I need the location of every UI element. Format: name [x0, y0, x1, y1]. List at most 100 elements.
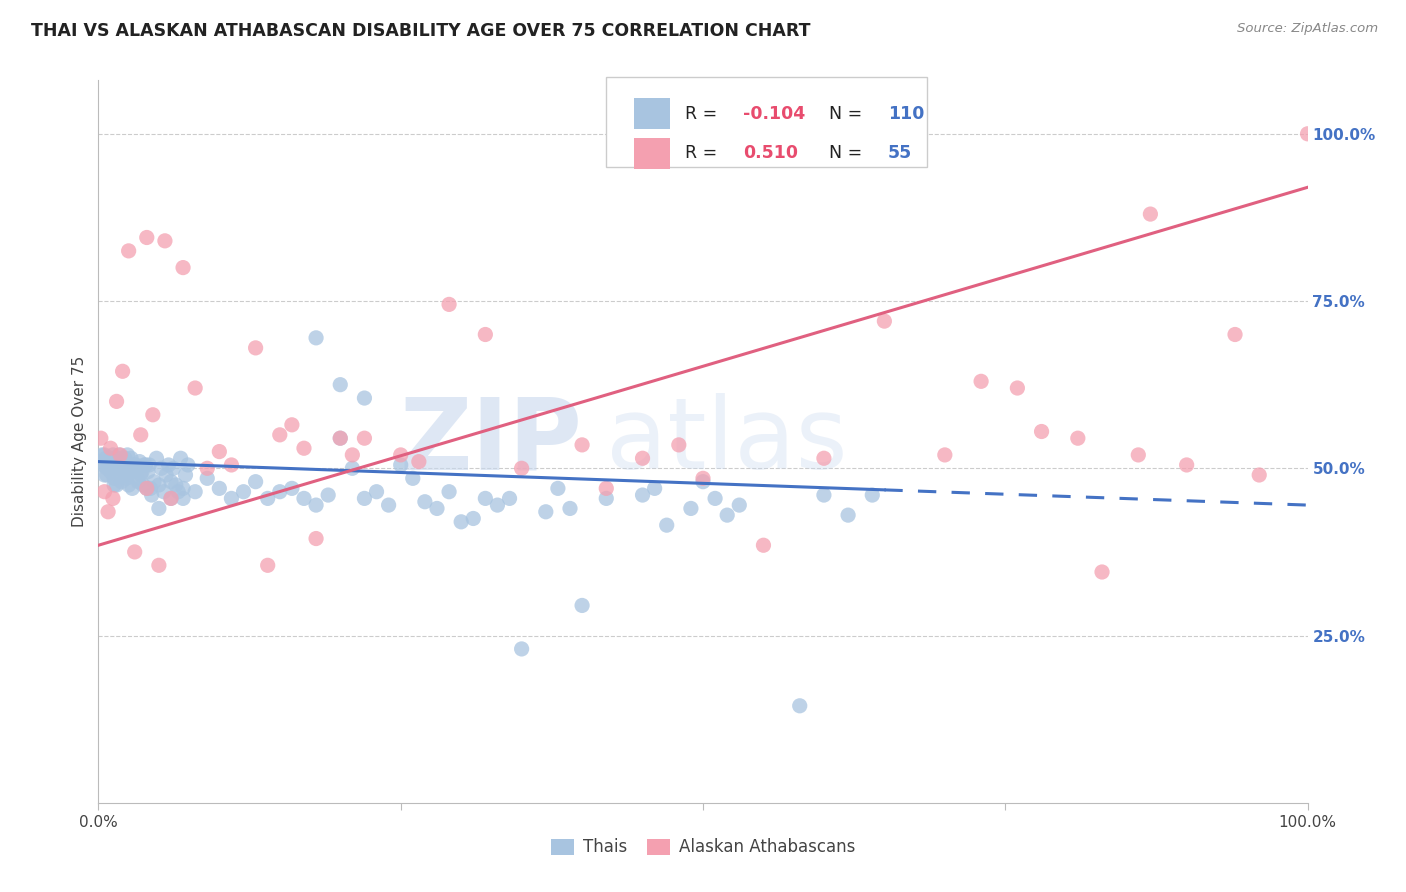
Point: [305, 498, 328, 512]
Point: [127, 475, 149, 489]
Point: [143, 475, 166, 489]
Point: [110, 475, 132, 489]
Point: [98, 461, 121, 475]
Point: [97, 455, 120, 469]
Point: [450, 515, 472, 529]
Point: [292, 442, 315, 455]
Point: [353, 491, 375, 506]
Point: [91, 458, 114, 472]
Point: [124, 545, 146, 559]
Point: [132, 478, 155, 492]
Point: [245, 475, 267, 489]
Point: [138, 458, 160, 472]
Point: [115, 467, 138, 482]
Point: [100, 442, 122, 455]
Point: [463, 511, 485, 525]
Point: [389, 458, 412, 472]
Point: [342, 461, 364, 475]
Point: [134, 458, 156, 472]
Point: [558, 501, 581, 516]
Point: [1128, 448, 1150, 462]
Point: [118, 458, 141, 472]
Point: [112, 455, 135, 469]
Point: [426, 501, 449, 516]
Point: [1139, 207, 1161, 221]
Point: [316, 488, 339, 502]
Text: -0.104: -0.104: [742, 104, 806, 122]
Point: [127, 471, 149, 485]
Point: [112, 465, 135, 479]
Point: [136, 465, 159, 479]
Point: [1007, 381, 1029, 395]
Point: [752, 538, 775, 552]
Point: [148, 501, 170, 516]
Point: [165, 478, 187, 492]
Point: [547, 482, 569, 496]
Point: [108, 448, 131, 462]
Point: [108, 461, 131, 475]
Point: [148, 558, 170, 573]
Point: [716, 508, 738, 523]
Point: [813, 451, 835, 466]
Point: [114, 451, 136, 466]
Point: [402, 471, 425, 485]
Point: [860, 488, 883, 502]
Point: [100, 451, 122, 466]
Point: [934, 448, 956, 462]
Point: [121, 482, 143, 496]
Point: [486, 498, 509, 512]
Point: [100, 465, 122, 479]
Point: [135, 230, 157, 244]
Text: R =: R =: [685, 104, 723, 122]
Text: R =: R =: [685, 145, 728, 162]
Text: 110: 110: [889, 104, 924, 122]
Point: [208, 482, 231, 496]
Point: [172, 482, 194, 496]
Point: [148, 478, 170, 492]
Text: N =: N =: [818, 104, 868, 122]
Point: [195, 471, 218, 485]
Point: [111, 364, 134, 378]
Point: [91, 448, 114, 462]
Point: [155, 467, 177, 482]
Text: Source: ZipAtlas.com: Source: ZipAtlas.com: [1237, 22, 1378, 36]
Point: [195, 461, 218, 475]
Point: [1175, 458, 1198, 472]
Point: [97, 505, 120, 519]
Point: [111, 458, 134, 472]
Text: ZIP: ZIP: [399, 393, 582, 490]
Point: [184, 484, 207, 499]
FancyBboxPatch shape: [606, 77, 927, 167]
Point: [1296, 127, 1319, 141]
Point: [118, 458, 141, 472]
Point: [692, 471, 714, 485]
Point: [90, 455, 112, 469]
Text: THAI VS ALASKAN ATHABASCAN DISABILITY AGE OVER 75 CORRELATION CHART: THAI VS ALASKAN ATHABASCAN DISABILITY AG…: [31, 22, 810, 40]
Point: [93, 484, 115, 499]
Point: [1031, 425, 1053, 439]
Point: [160, 475, 183, 489]
Point: [353, 431, 375, 445]
Point: [153, 234, 176, 248]
Point: [281, 482, 304, 496]
Point: [232, 484, 254, 499]
Point: [329, 377, 352, 392]
Point: [125, 458, 148, 472]
Point: [177, 458, 200, 472]
Point: [128, 455, 150, 469]
Point: [704, 491, 727, 506]
Point: [631, 488, 654, 502]
Point: [437, 297, 460, 311]
Point: [389, 448, 412, 462]
Point: [789, 698, 811, 713]
Point: [101, 448, 124, 462]
Point: [329, 431, 352, 445]
Point: [120, 451, 142, 466]
Point: [184, 381, 207, 395]
Point: [970, 375, 993, 389]
Point: [108, 465, 131, 479]
Text: 0.510: 0.510: [742, 145, 797, 162]
Point: [124, 458, 146, 472]
Point: [162, 461, 184, 475]
Point: [105, 458, 128, 472]
